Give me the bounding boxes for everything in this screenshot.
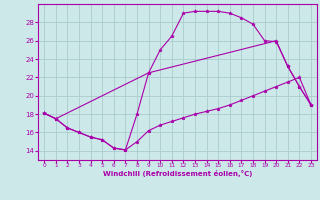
X-axis label: Windchill (Refroidissement éolien,°C): Windchill (Refroidissement éolien,°C) xyxy=(103,170,252,177)
